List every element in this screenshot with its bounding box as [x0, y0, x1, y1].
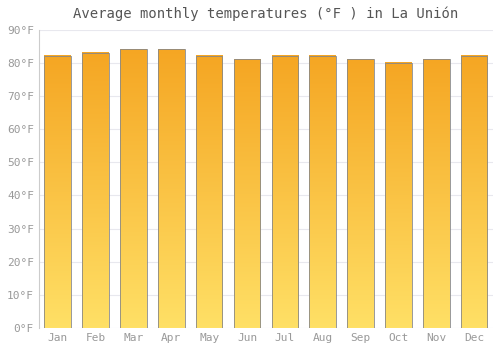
- Bar: [423, 60, 450, 328]
- Bar: [44, 56, 71, 328]
- Bar: [196, 56, 222, 328]
- Bar: [82, 53, 109, 328]
- Title: Average monthly temperatures (°F ) in La Unión: Average monthly temperatures (°F ) in La…: [74, 7, 458, 21]
- Bar: [348, 60, 374, 328]
- Bar: [234, 60, 260, 328]
- Bar: [272, 56, 298, 328]
- Bar: [461, 56, 487, 328]
- Bar: [120, 49, 146, 328]
- Bar: [158, 49, 184, 328]
- Bar: [385, 63, 411, 328]
- Bar: [310, 56, 336, 328]
